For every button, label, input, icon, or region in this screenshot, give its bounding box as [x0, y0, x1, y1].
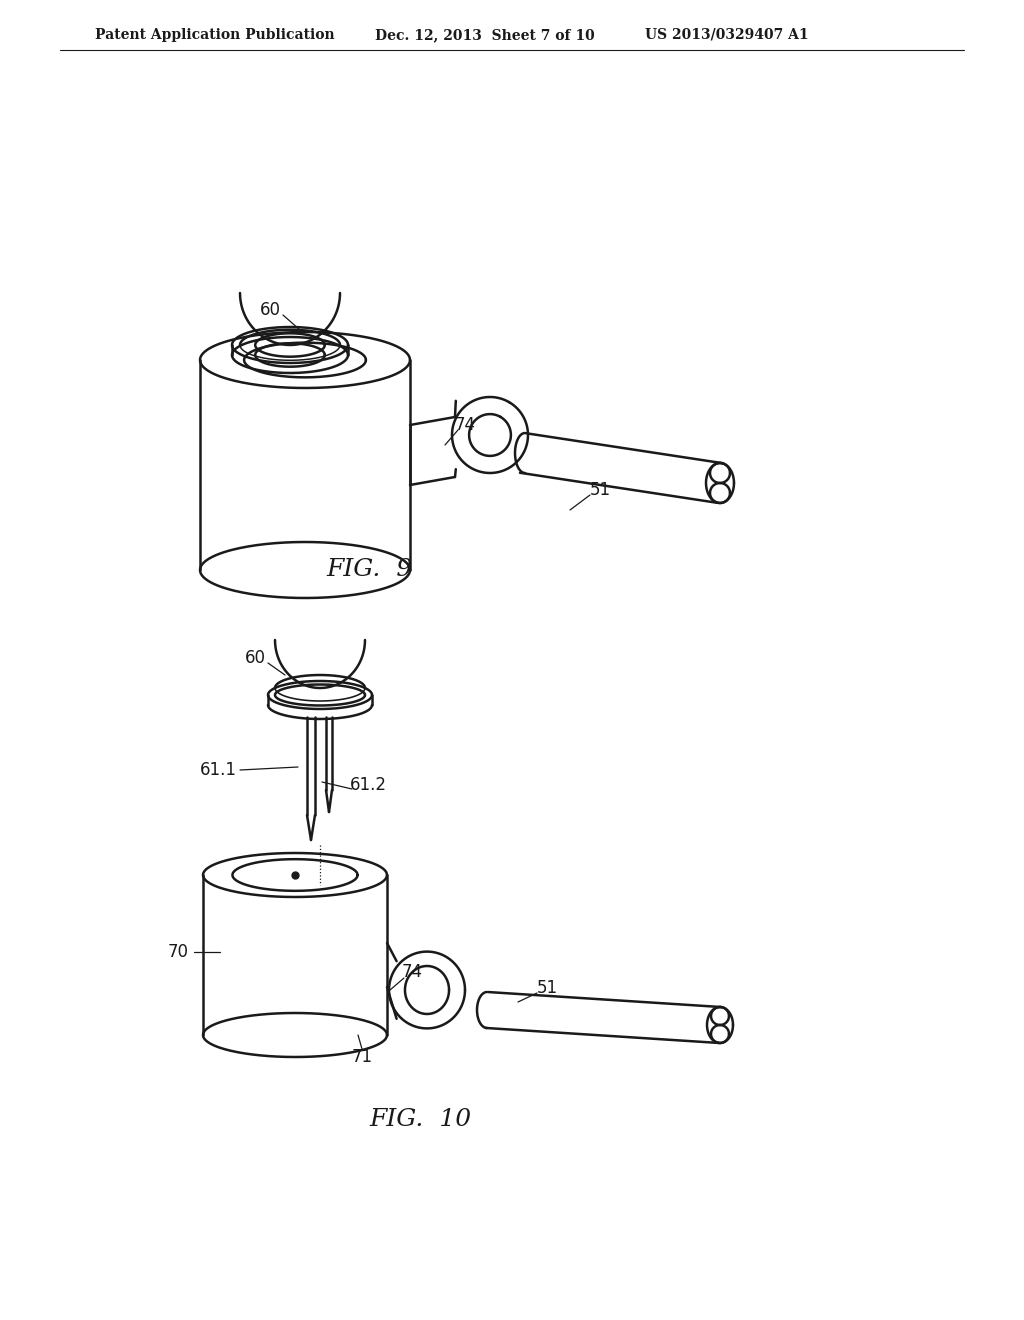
Text: Dec. 12, 2013  Sheet 7 of 10: Dec. 12, 2013 Sheet 7 of 10: [375, 28, 595, 42]
Text: 74: 74: [401, 964, 423, 981]
Text: US 2013/0329407 A1: US 2013/0329407 A1: [645, 28, 809, 42]
Text: 61.1: 61.1: [200, 762, 237, 779]
Text: Patent Application Publication: Patent Application Publication: [95, 28, 335, 42]
Text: FIG.  9: FIG. 9: [327, 558, 413, 582]
Text: 74: 74: [455, 416, 475, 434]
Text: 51: 51: [590, 480, 610, 499]
Text: 70: 70: [168, 942, 188, 961]
Text: 51: 51: [537, 979, 557, 997]
Text: 60: 60: [245, 649, 265, 667]
Text: 60: 60: [259, 301, 281, 319]
Text: 61.2: 61.2: [349, 776, 386, 795]
Text: FIG.  10: FIG. 10: [369, 1109, 471, 1131]
Text: 71: 71: [351, 1048, 373, 1067]
